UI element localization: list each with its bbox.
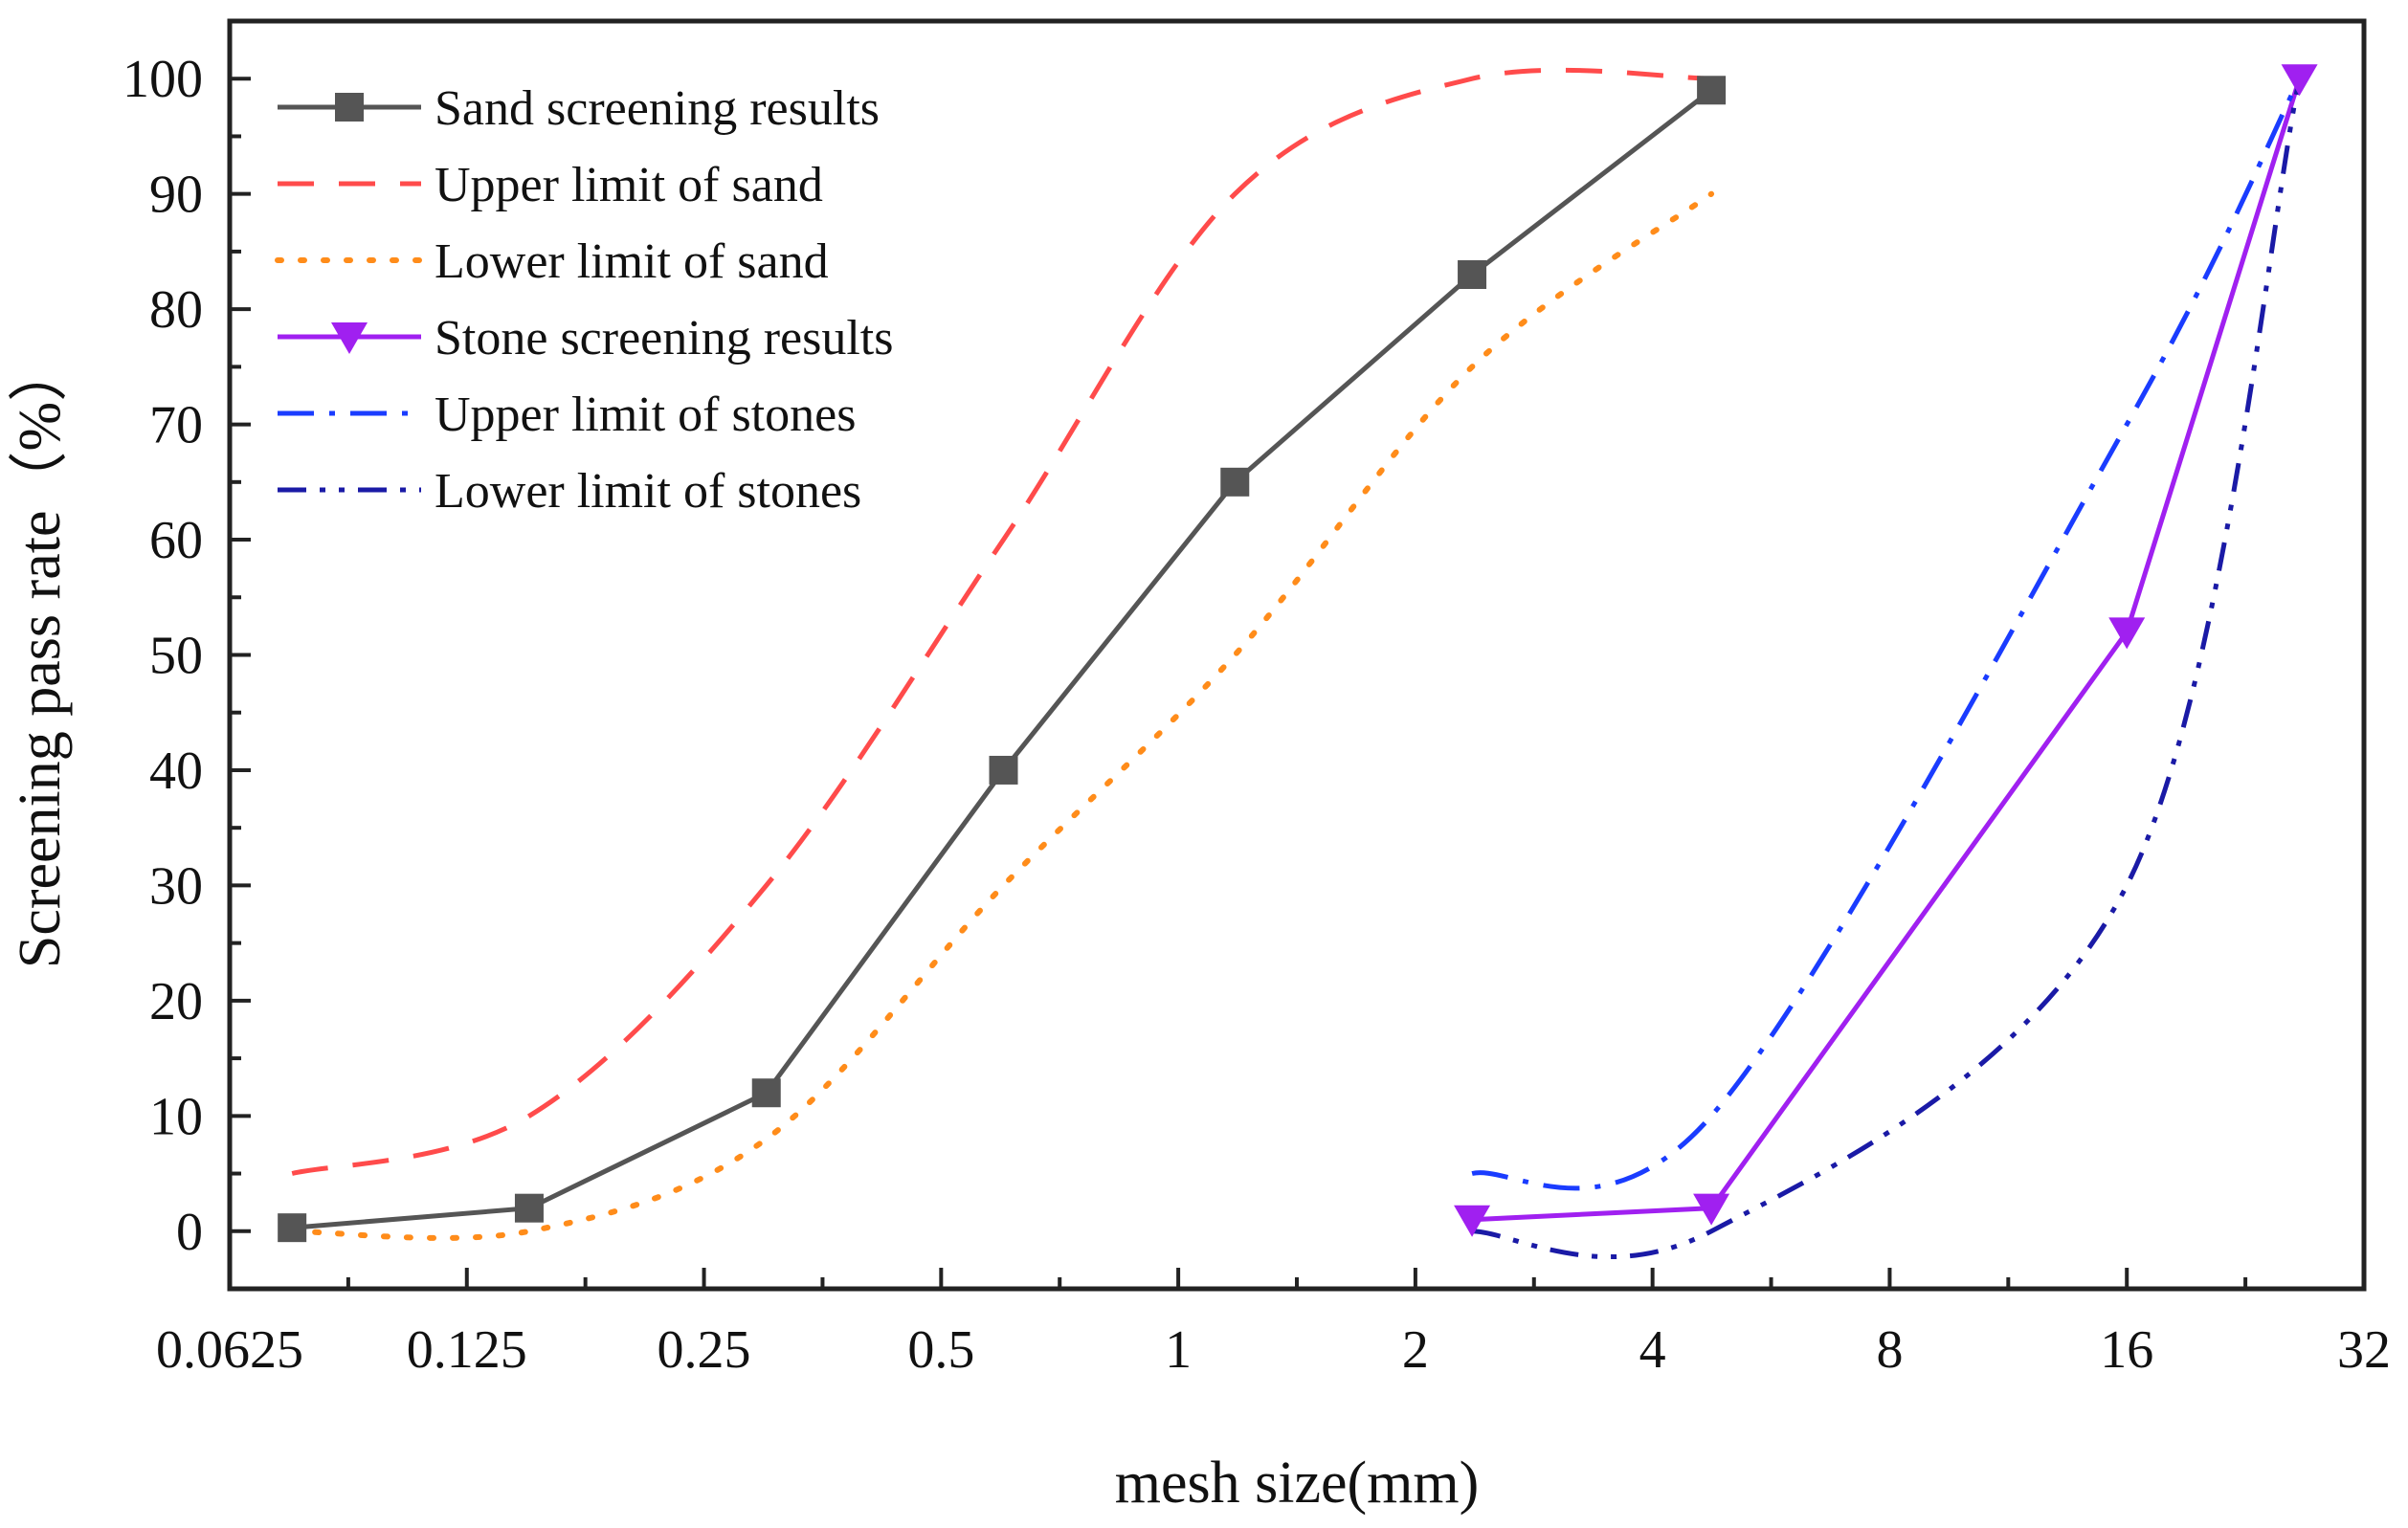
y-tick-label: 10 <box>149 1087 203 1146</box>
y-tick-label: 30 <box>149 856 203 916</box>
y-tick-label: 0 <box>176 1203 203 1262</box>
lower-limit-of-sand-line <box>289 190 1715 1241</box>
legend-marker <box>335 93 364 122</box>
x-tick-label: 0.5 <box>907 1320 974 1380</box>
y-axis-title: Screening pass rate（%） <box>8 343 73 968</box>
sand-screening-results-point <box>989 755 1018 785</box>
legend-label: Upper limit of sand <box>435 158 823 212</box>
x-tick-label: 0.0625 <box>156 1320 303 1380</box>
lower-limit-of-stones-line <box>1472 78 2303 1259</box>
stone-screening-results-point <box>1693 1193 1730 1226</box>
sand-screening-results-point <box>1458 260 1487 289</box>
x-tick-label: 32 <box>2337 1320 2391 1380</box>
stone-screening-results-line <box>1471 78 2302 1223</box>
legend-label: Stone screening results <box>435 311 893 365</box>
series-markers <box>278 64 2318 1243</box>
legend-marker <box>331 322 368 354</box>
legend: Sand screening results Upper limit of san… <box>275 81 893 519</box>
y-tick-label: 40 <box>149 742 203 801</box>
x-tick-label: 8 <box>1876 1320 1903 1380</box>
y-axis-ticks: 0 10 20 30 40 50 60 70 80 90 100 <box>123 50 251 1262</box>
legend-label: Lower limit of stones <box>435 464 861 519</box>
sand-screening-results-point <box>278 1213 307 1243</box>
legend-label: Sand screening results <box>435 81 880 136</box>
x-tick-label: 1 <box>1165 1320 1192 1380</box>
y-tick-label: 90 <box>149 166 203 225</box>
x-axis-ticks: 0.0625 0.125 0.25 0.5 1 2 4 8 16 32 <box>156 1268 2391 1380</box>
y-tick-label: 80 <box>149 280 203 340</box>
x-axis-title: mesh size(mm) <box>1115 1450 1480 1516</box>
x-tick-label: 0.25 <box>658 1320 751 1380</box>
y-tick-label: 70 <box>149 396 203 455</box>
upper-limit-of-stones-line <box>1471 78 2302 1191</box>
y-tick-label: 100 <box>123 50 203 109</box>
sand-screening-results-point <box>1697 76 1727 105</box>
sand-screening-results-point <box>751 1078 781 1108</box>
x-tick-label: 0.125 <box>407 1320 527 1380</box>
sand-screening-results-point <box>1220 467 1250 497</box>
stone-screening-results-point <box>2108 617 2146 650</box>
x-tick-label: 2 <box>1402 1320 1429 1380</box>
y-tick-label: 60 <box>149 511 203 570</box>
y-tick-label: 50 <box>149 627 203 686</box>
stone-screening-results-point <box>2281 64 2318 97</box>
legend-label: Upper limit of stones <box>435 388 857 442</box>
stone-screening-results-point <box>1454 1205 1491 1237</box>
x-tick-label: 4 <box>1639 1320 1666 1380</box>
x-tick-label: 16 <box>2100 1320 2153 1380</box>
sand-screening-results-point <box>514 1193 544 1223</box>
upper-limit-of-sand-line <box>291 67 1712 1176</box>
legend-label: Lower limit of sand <box>435 234 829 289</box>
y-tick-label: 20 <box>149 972 203 1031</box>
